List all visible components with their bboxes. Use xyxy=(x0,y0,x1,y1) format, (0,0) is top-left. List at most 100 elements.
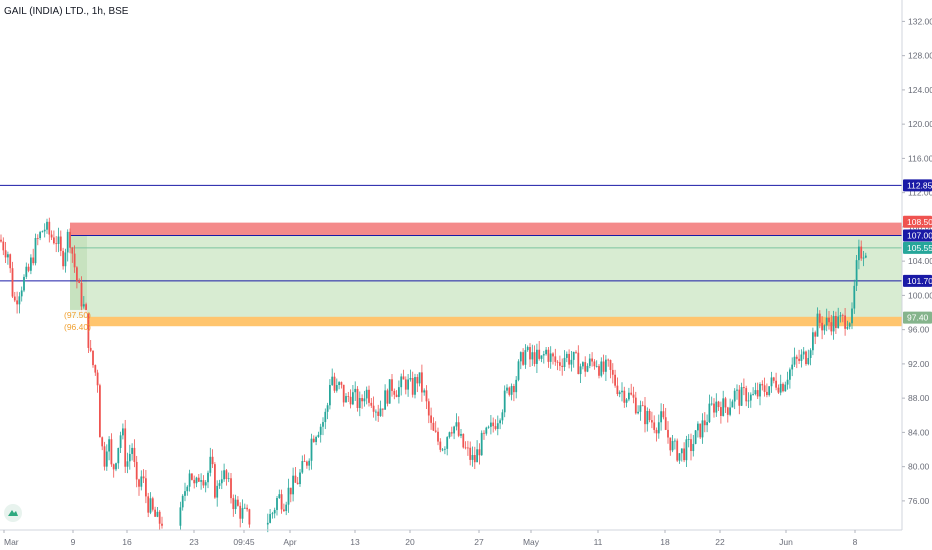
candle-body xyxy=(85,304,87,314)
candle-body xyxy=(80,282,83,307)
candle-body xyxy=(853,285,856,309)
candle-body xyxy=(559,362,561,366)
candle-body xyxy=(455,422,458,427)
candle-body xyxy=(220,479,223,484)
candle-body xyxy=(18,296,21,305)
candle-body xyxy=(365,389,368,399)
candle-body xyxy=(547,349,550,362)
candle-body xyxy=(736,389,738,391)
candle-body xyxy=(729,407,731,415)
time-tick-label: 13 xyxy=(350,537,360,547)
candle-body xyxy=(577,352,580,375)
candle-body xyxy=(128,453,131,462)
candle-body xyxy=(685,439,688,461)
candle-body xyxy=(308,460,311,466)
candle-body xyxy=(763,385,766,392)
candle-body xyxy=(124,428,127,467)
candle-body xyxy=(802,351,805,355)
candle-body xyxy=(828,317,830,323)
price-tick-label: 116.00 xyxy=(908,153,932,163)
candle-body xyxy=(851,308,853,324)
candle-body xyxy=(317,434,320,437)
candle-body xyxy=(340,382,343,385)
candle-body xyxy=(66,231,69,253)
candle-body xyxy=(370,402,373,406)
candle-body xyxy=(398,387,400,397)
candle-body xyxy=(837,316,840,328)
candle-body xyxy=(529,347,531,360)
candle-body xyxy=(542,354,545,356)
candle-body xyxy=(579,366,582,375)
candle-body xyxy=(864,255,867,258)
candle-body xyxy=(223,470,225,480)
candle-body xyxy=(669,437,672,451)
candle-body xyxy=(294,475,297,483)
candle-body xyxy=(653,422,656,430)
candle-body xyxy=(105,451,108,467)
time-tick-label: 27 xyxy=(474,537,484,547)
candle-body xyxy=(9,254,12,269)
candle-body xyxy=(814,332,817,337)
candle-body xyxy=(611,369,614,375)
candle-body xyxy=(743,387,745,389)
candle-body xyxy=(266,522,269,525)
candle-body xyxy=(678,453,681,461)
candle-body xyxy=(483,432,485,434)
candle-body xyxy=(303,461,306,462)
candle-body xyxy=(87,313,90,348)
candle-body xyxy=(145,478,147,497)
entry-zone xyxy=(87,316,902,327)
candle-body xyxy=(515,379,518,393)
candle-body xyxy=(329,384,331,406)
candle-body xyxy=(775,380,777,388)
price-105-badge xyxy=(903,241,932,254)
candle-body xyxy=(122,428,124,436)
candle-body xyxy=(425,390,428,402)
candle-body xyxy=(59,236,62,251)
candle-body xyxy=(540,355,543,359)
candle-body xyxy=(188,473,191,487)
candle-body xyxy=(138,479,140,487)
candle-body xyxy=(407,379,409,390)
candle-body xyxy=(439,441,442,450)
candle-body xyxy=(227,478,230,480)
candle-body xyxy=(55,243,58,245)
candle-body xyxy=(421,372,423,393)
candle-body xyxy=(830,322,833,332)
candle-body xyxy=(306,461,308,466)
candle-body xyxy=(749,394,752,401)
candle-body xyxy=(839,315,842,317)
price-107-badge-text: 107.00 xyxy=(907,230,932,240)
candle-body xyxy=(34,238,37,264)
candle-body xyxy=(402,376,405,380)
candle-body xyxy=(301,461,304,473)
candle-body xyxy=(296,482,299,485)
candle-body xyxy=(287,487,290,505)
candle-body xyxy=(789,369,791,380)
candle-body xyxy=(269,514,271,523)
candle-body xyxy=(414,377,416,395)
candle-body xyxy=(2,241,5,251)
candle-body xyxy=(786,379,789,385)
candle-body xyxy=(322,422,324,427)
candle-body xyxy=(126,461,129,467)
candle-body xyxy=(283,509,285,512)
price-108-badge xyxy=(903,215,932,228)
candle-body xyxy=(586,365,589,372)
candle-body xyxy=(202,480,205,486)
tradingview-logo-icon[interactable] xyxy=(4,504,22,522)
time-tick-label: Jun xyxy=(779,537,793,547)
candle-body xyxy=(565,353,568,358)
candle-body xyxy=(41,231,44,233)
candle-body xyxy=(39,232,41,239)
candle-body xyxy=(471,455,474,460)
candle-body xyxy=(315,436,317,443)
candle-body xyxy=(395,394,398,397)
candle-body xyxy=(469,447,472,460)
candle-body xyxy=(64,252,67,267)
candle-body xyxy=(310,438,313,461)
price-tick-label: 100.00 xyxy=(908,290,932,300)
candle-body xyxy=(381,408,384,410)
